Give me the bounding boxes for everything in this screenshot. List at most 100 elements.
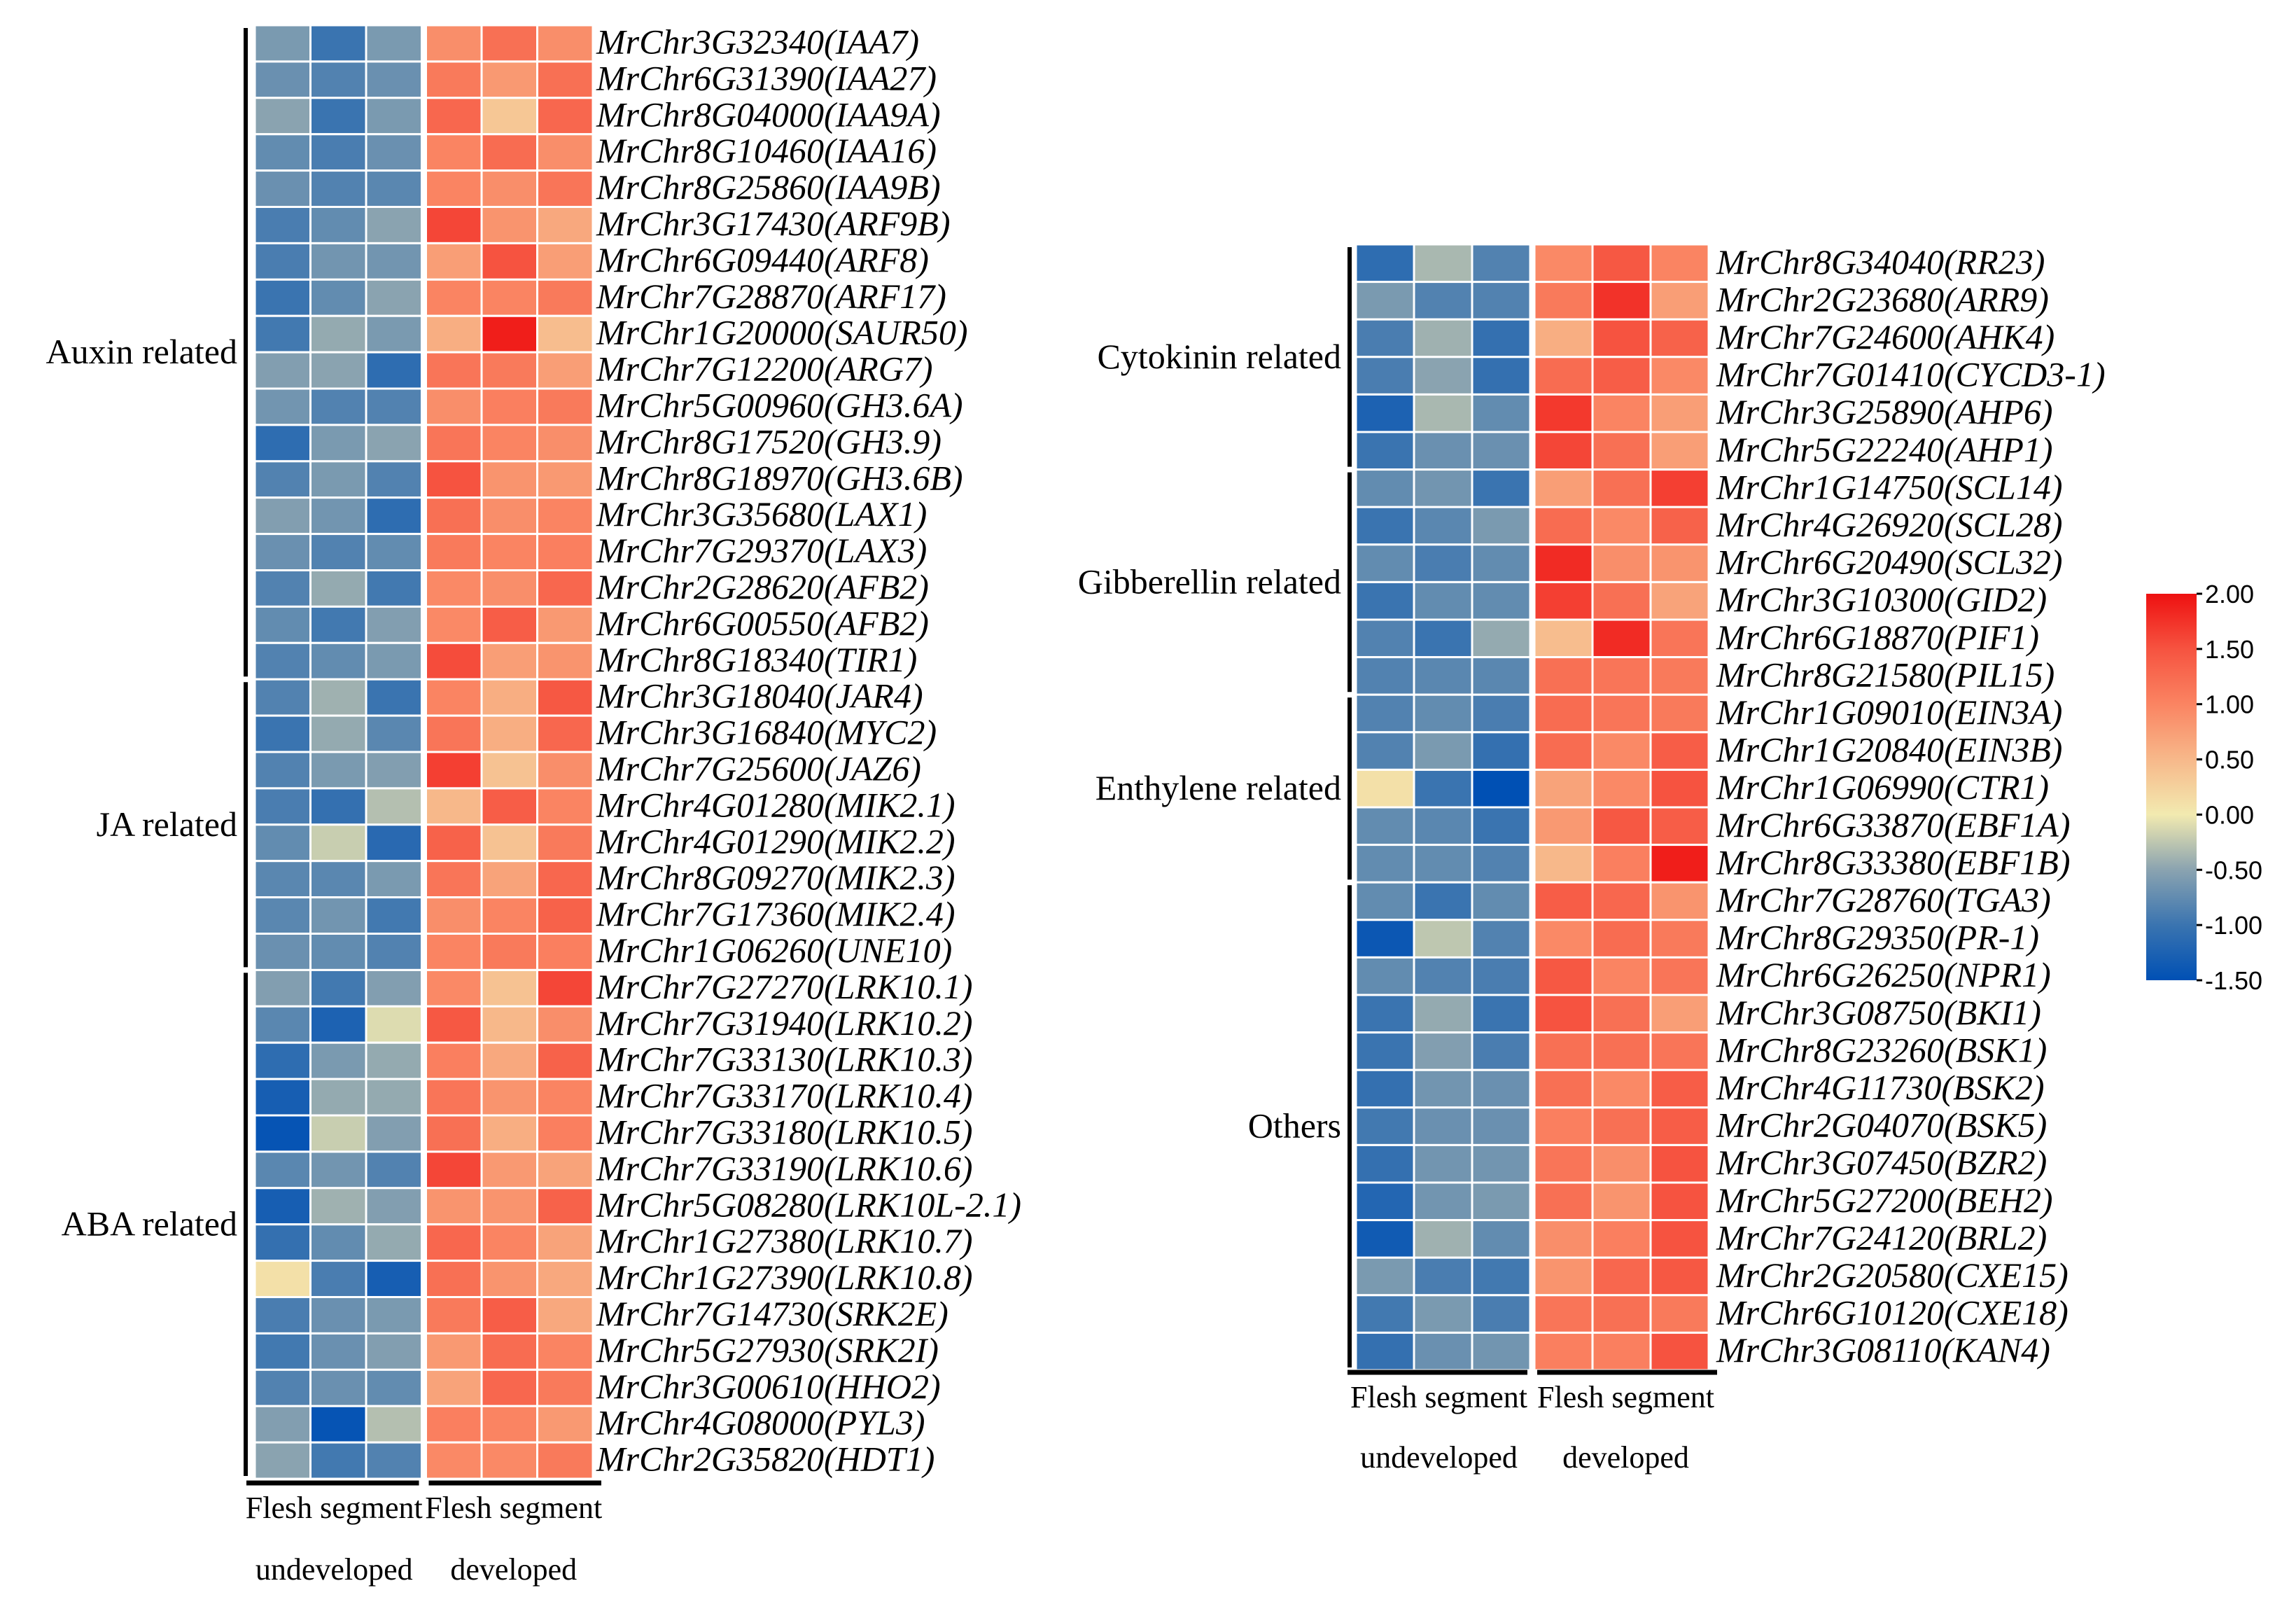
heatmap-cell <box>536 1405 594 1444</box>
color-bar-tick-label: -0.50 <box>2205 856 2262 884</box>
heatmap-cell <box>1591 656 1652 696</box>
heatmap-cell <box>1533 1331 1594 1372</box>
heatmap-cell <box>1354 1331 1415 1372</box>
heatmap-cell <box>253 242 312 281</box>
heatmap-cell <box>365 751 423 790</box>
heatmap-cell <box>253 1223 312 1262</box>
heatmap-cell <box>480 351 538 390</box>
heatmap-cell <box>365 1150 423 1190</box>
heatmap-cell <box>1471 881 1532 921</box>
heatmap-cell <box>480 1296 538 1335</box>
heatmap-cell <box>480 60 538 99</box>
gene-label: MrChr4G01280(MIK2.1) <box>596 785 955 824</box>
gene-label: MrChr2G20580(CXE15) <box>1716 1255 2068 1295</box>
heatmap-cell <box>1591 994 1652 1034</box>
heatmap-cell <box>309 1368 368 1407</box>
heatmap-cell <box>365 678 423 717</box>
heatmap-cell <box>480 169 538 209</box>
heatmap-cell <box>1413 356 1474 396</box>
heatmap-cell <box>1471 356 1532 396</box>
heatmap-cell <box>253 424 312 463</box>
heatmap-cell <box>1649 1256 1710 1297</box>
heatmap-cell <box>1471 768 1532 809</box>
gene-label: MrChr5G08280(LRK10L-2.1) <box>596 1185 1021 1224</box>
heatmap-cell <box>480 1260 538 1298</box>
heatmap-cell <box>365 933 423 971</box>
heatmap-cell <box>425 387 483 426</box>
heatmap-cell <box>1471 693 1532 734</box>
heatmap-cell <box>1591 393 1652 433</box>
heatmap-cell <box>425 1150 483 1190</box>
heatmap-cell <box>1471 618 1532 659</box>
heatmap-cell <box>1533 580 1594 621</box>
heatmap-cell <box>480 1405 538 1444</box>
heatmap-cell <box>425 1187 483 1226</box>
heatmap-cell <box>1533 1219 1594 1259</box>
group-label: ABA related <box>62 1204 237 1244</box>
heatmap-cell <box>1649 1294 1710 1334</box>
heatmap-cell <box>536 206 594 244</box>
heatmap-cell <box>480 641 538 681</box>
heatmap-cell <box>253 751 312 790</box>
heatmap-cell <box>1533 806 1594 847</box>
heatmap-cell <box>365 1114 423 1153</box>
heatmap-cell <box>536 97 594 136</box>
heatmap-cell <box>1354 768 1415 809</box>
heatmap-cell <box>253 641 312 681</box>
heatmap-cell <box>1591 919 1652 959</box>
heatmap-cell <box>1354 1143 1415 1184</box>
gene-label: MrChr1G27390(LRK10.8) <box>596 1258 973 1297</box>
heatmap-cell <box>480 605 538 644</box>
heatmap-cell <box>1471 431 1532 471</box>
heatmap-cell <box>1649 431 1710 471</box>
heatmap-cell <box>1413 1143 1474 1184</box>
heatmap-cell <box>253 1041 312 1080</box>
heatmap-cell <box>253 206 312 244</box>
heatmap-cell <box>1413 281 1474 321</box>
heatmap-cell <box>425 1405 483 1444</box>
gene-label: MrChr1G14750(SCL14) <box>1716 467 2062 506</box>
heatmap-cell <box>253 278 312 317</box>
heatmap-cell <box>1471 468 1532 508</box>
heatmap-cell <box>253 133 312 172</box>
heatmap-cell <box>1471 656 1532 696</box>
heatmap-cell <box>253 860 312 899</box>
heatmap-cell <box>1413 919 1474 959</box>
heatmap-cell <box>536 823 594 863</box>
heatmap-cell <box>1471 580 1532 621</box>
heatmap-cell <box>536 533 594 571</box>
column-group-label-line2: developed <box>450 1552 577 1587</box>
gene-label: MrChr3G17430(ARF9B) <box>596 204 951 243</box>
heatmap-cell <box>1533 468 1594 508</box>
gene-label: MrChr7G31940(LRK10.2) <box>596 1003 973 1043</box>
heatmap-cell <box>309 933 368 971</box>
heatmap-cell <box>1649 580 1710 621</box>
heatmap-cell <box>253 678 312 717</box>
heatmap-cell <box>425 242 483 281</box>
gene-label: MrChr8G18970(GH3.6B) <box>596 458 963 497</box>
heatmap-cell <box>1413 806 1474 847</box>
heatmap-cell <box>365 823 423 863</box>
heatmap-cell <box>1413 243 1474 284</box>
heatmap-cell <box>365 714 423 753</box>
heatmap-cell <box>1649 281 1710 321</box>
column-group-label-line2: developed <box>1562 1440 1689 1475</box>
heatmap-cell <box>309 351 368 390</box>
heatmap-cell <box>253 1078 312 1117</box>
heatmap-cell <box>253 605 312 644</box>
column-group-label-line1: Flesh segment <box>1537 1380 1714 1414</box>
heatmap-cell <box>309 1260 368 1298</box>
gene-label: MrChr8G21580(PIL15) <box>1716 655 2054 694</box>
heatmap-cell <box>1533 356 1594 396</box>
heatmap-cell <box>536 1260 594 1298</box>
heatmap-cell <box>480 1332 538 1371</box>
heatmap-cell <box>1591 1143 1652 1184</box>
heatmap-cell <box>253 1114 312 1153</box>
heatmap-cell <box>480 933 538 971</box>
heatmap-cell <box>1354 1068 1415 1109</box>
heatmap-cell <box>253 569 312 608</box>
heatmap-cell <box>1354 356 1415 396</box>
heatmap-cell <box>309 860 368 899</box>
heatmap-cell <box>365 314 423 354</box>
heatmap-cell <box>309 896 368 935</box>
